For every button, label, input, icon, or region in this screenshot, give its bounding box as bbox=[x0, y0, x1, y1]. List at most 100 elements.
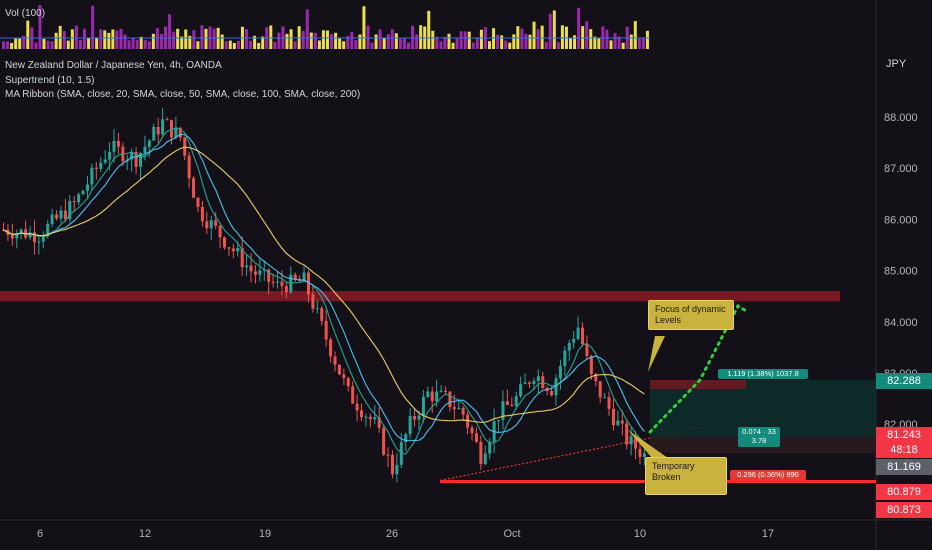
candle-body bbox=[108, 151, 112, 160]
volume-bar bbox=[500, 35, 504, 49]
x-tick-label: 6 bbox=[37, 528, 43, 540]
volume-bar bbox=[544, 41, 548, 49]
focus-callout[interactable]: Focus of dynamic Levels bbox=[648, 300, 734, 330]
candle-body bbox=[514, 396, 518, 406]
volume-bar bbox=[366, 25, 370, 49]
volume-bar bbox=[552, 10, 556, 49]
volume-bar bbox=[475, 38, 479, 49]
volume-bar bbox=[338, 37, 342, 49]
volume-bar bbox=[427, 10, 431, 50]
x-tick-label: Oct bbox=[503, 528, 520, 540]
candle-body bbox=[603, 397, 607, 399]
candle-body bbox=[368, 416, 372, 420]
candle-body bbox=[329, 339, 333, 357]
volume-bar bbox=[633, 21, 637, 49]
volume-bar bbox=[386, 34, 390, 49]
volume-bar bbox=[637, 38, 641, 49]
candle-body bbox=[231, 248, 235, 252]
temporary-pointer bbox=[628, 430, 668, 458]
candle-body bbox=[276, 281, 280, 283]
candle-body bbox=[236, 247, 240, 252]
price-tag: 82.288 bbox=[876, 373, 932, 389]
candle-body bbox=[360, 410, 364, 418]
candle-body bbox=[519, 384, 523, 397]
volume-bar bbox=[78, 39, 82, 49]
candle-body bbox=[147, 140, 151, 147]
volume-bar bbox=[74, 25, 78, 49]
candle-body bbox=[373, 417, 377, 420]
candle-body bbox=[461, 408, 465, 415]
volume-bar bbox=[492, 28, 496, 49]
candle-body bbox=[576, 327, 580, 339]
candle-body bbox=[505, 401, 509, 406]
temporary-callout[interactable]: Temporary Broken bbox=[645, 457, 727, 495]
candle-body bbox=[554, 378, 558, 396]
candle-body bbox=[333, 356, 337, 365]
ma-50-line bbox=[3, 133, 645, 442]
volume-bar bbox=[277, 32, 281, 49]
mid-measure-box[interactable]: 0.074 · 33 3.78 bbox=[738, 427, 780, 447]
target-measure-box[interactable]: 1.119 (1.38%) 1037.8 bbox=[718, 369, 808, 379]
candle-body bbox=[572, 338, 576, 343]
candle-body bbox=[63, 210, 67, 220]
volume-bar bbox=[398, 38, 402, 49]
volume-bar bbox=[305, 9, 309, 50]
volume-bar bbox=[135, 39, 139, 49]
volume-bar bbox=[629, 34, 633, 49]
volume-bar bbox=[317, 40, 321, 49]
volume-bar bbox=[645, 30, 649, 49]
volume-bar bbox=[613, 33, 617, 49]
volume-bar bbox=[528, 34, 532, 49]
candle-body bbox=[364, 416, 368, 418]
volume-bar bbox=[46, 40, 50, 49]
volume-bar bbox=[569, 38, 572, 49]
volume-bar bbox=[301, 30, 305, 49]
candle-body bbox=[183, 137, 187, 156]
volume-bar bbox=[50, 41, 54, 49]
candle-body bbox=[55, 214, 59, 219]
volume-bar bbox=[382, 37, 386, 49]
candle-body bbox=[227, 247, 231, 249]
x-tick-label: 17 bbox=[762, 528, 774, 540]
candle-body bbox=[527, 382, 531, 384]
volume-bar bbox=[593, 36, 597, 49]
volume-bar bbox=[168, 14, 172, 49]
candle-body bbox=[85, 184, 89, 191]
candle-body bbox=[324, 321, 328, 340]
volume-bar bbox=[192, 30, 196, 49]
volume-bar bbox=[617, 36, 621, 49]
candle-body bbox=[267, 269, 271, 282]
candle-body bbox=[479, 441, 483, 464]
candle-body bbox=[439, 390, 443, 392]
candle-body bbox=[284, 286, 288, 293]
volume-bar bbox=[176, 28, 180, 49]
candle-body bbox=[474, 433, 478, 442]
volume-bar bbox=[540, 25, 544, 49]
candle-body bbox=[28, 232, 32, 238]
volume-bar bbox=[402, 38, 406, 49]
volume-bar bbox=[362, 6, 366, 49]
x-tick-label: 19 bbox=[259, 528, 271, 540]
volume-bar bbox=[249, 40, 253, 49]
volume-bar bbox=[285, 33, 289, 49]
volume-bar bbox=[330, 33, 334, 49]
volume-bar bbox=[58, 25, 62, 49]
volume-bar bbox=[451, 42, 455, 49]
stop-measure-box[interactable]: 0.296 (0.36%) 990 bbox=[730, 470, 806, 480]
candle-body bbox=[139, 153, 143, 167]
candle-body bbox=[306, 272, 310, 295]
legend-supertrend: Supertrend (10, 1.5) bbox=[5, 75, 95, 86]
volume-bar bbox=[536, 29, 540, 49]
volume-bar bbox=[184, 29, 188, 49]
candle-body bbox=[488, 441, 492, 454]
candle-body bbox=[581, 327, 585, 345]
candle-body bbox=[567, 342, 571, 351]
candle-body bbox=[192, 178, 196, 198]
legend-title: New Zealand Dollar / Japanese Yen, 4h, O… bbox=[5, 60, 222, 71]
candle-body bbox=[625, 423, 629, 445]
volume-bar bbox=[321, 30, 325, 49]
volume-bar bbox=[411, 25, 415, 49]
candle-body bbox=[421, 396, 425, 416]
volume-bar bbox=[467, 31, 471, 49]
